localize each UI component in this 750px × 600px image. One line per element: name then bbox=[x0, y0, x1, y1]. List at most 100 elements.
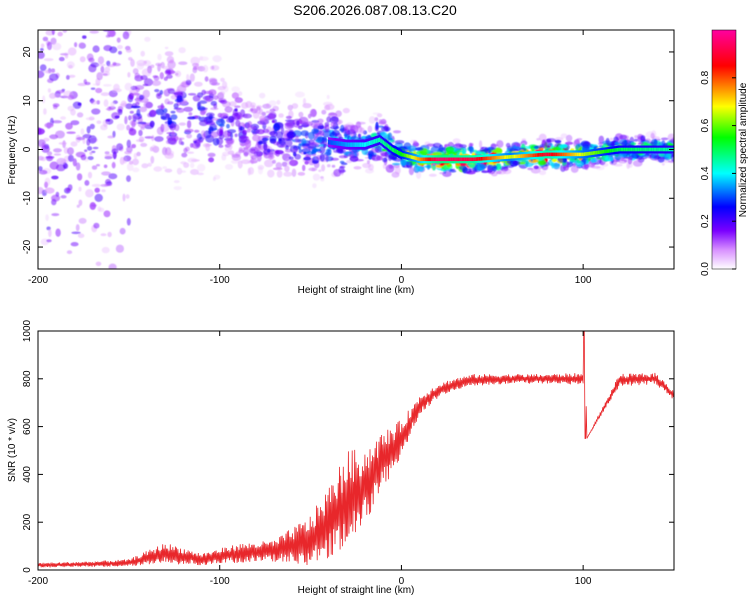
spectrogram-ridge-core bbox=[605, 149, 607, 154]
spectrogram-cell bbox=[560, 133, 568, 139]
spectrogram-cell bbox=[664, 152, 671, 159]
spectrogram-cell bbox=[49, 73, 59, 81]
snr-frame bbox=[37, 330, 675, 571]
spectrogram-ridge-core bbox=[639, 147, 642, 152]
spectrogram-cell bbox=[426, 149, 431, 154]
spectrogram-cell bbox=[78, 42, 86, 48]
spectrogram-cell bbox=[202, 65, 209, 73]
spectrogram-ridge-core bbox=[648, 147, 651, 152]
spectrogram-cell bbox=[46, 41, 53, 51]
spectrogram-cell bbox=[293, 151, 297, 157]
spectrogram-cell bbox=[187, 157, 198, 163]
figure-title: S206.2026.087.08.13.C20 bbox=[293, 2, 457, 18]
spectrogram-ridge-core bbox=[544, 152, 546, 157]
colorbar-tick-label: 0.2 bbox=[700, 214, 711, 228]
spectrogram-cell bbox=[372, 112, 380, 115]
spectrogram-cell bbox=[58, 142, 67, 145]
spectrogram-cell bbox=[262, 137, 269, 141]
spectrogram-ridge-core bbox=[421, 157, 423, 162]
spectrogram-cell bbox=[128, 57, 133, 61]
colorbar-tick-label: 0.0 bbox=[700, 262, 711, 276]
spectrogram-cell bbox=[163, 89, 171, 97]
spectrogram-cell bbox=[40, 156, 47, 162]
spectrogram-cell bbox=[319, 153, 325, 162]
spectrogram-cell bbox=[96, 63, 106, 67]
spectrogram-cell bbox=[108, 263, 117, 269]
spectrogram-cell bbox=[151, 144, 158, 152]
spectrogram-cell bbox=[48, 14, 58, 21]
spectrogram-ridge-core bbox=[552, 152, 554, 157]
spectrogram-cell bbox=[164, 152, 174, 159]
spectrogram-cell bbox=[103, 45, 113, 52]
spectrogram-cell bbox=[164, 51, 174, 57]
spectrogram-ridge-core bbox=[557, 152, 559, 157]
spectrogram-cell bbox=[164, 168, 173, 173]
spectrogram-cell bbox=[110, 101, 115, 108]
spectrogram-cell bbox=[108, 173, 118, 180]
spectrogram-ridge-core bbox=[549, 152, 552, 157]
spectrogram-ridge-core bbox=[473, 157, 475, 162]
spectrogram-cell bbox=[66, 0, 74, 7]
spectrogram-cell bbox=[312, 183, 317, 189]
spectrogram-cell bbox=[307, 131, 315, 140]
spectrogram-cell bbox=[92, 146, 99, 150]
spectrogram-cell bbox=[67, 47, 77, 56]
spectrogram-cell bbox=[190, 56, 200, 65]
spectrogram-cell bbox=[136, 151, 141, 157]
spectrogram-cell bbox=[138, 129, 143, 137]
spectrogram-cell bbox=[142, 89, 150, 98]
spectrogram-cell bbox=[125, 48, 132, 53]
spectrogram-cell bbox=[222, 81, 228, 89]
spectrogram-cell bbox=[394, 166, 401, 175]
spectrogram-cell bbox=[551, 160, 555, 169]
spectrogram-cell bbox=[231, 153, 241, 158]
spectrogram-cell bbox=[173, 186, 182, 191]
spectrogram-cell bbox=[442, 171, 452, 178]
spectrogram-cell bbox=[59, 53, 69, 56]
spectrogram-ridge-core bbox=[334, 140, 337, 146]
spectrogram-cell bbox=[58, 25, 66, 30]
spectrogram-cell bbox=[49, 92, 57, 99]
spectrogram-cell bbox=[533, 145, 544, 149]
spectrogram-cell bbox=[143, 101, 153, 109]
spectrogram-cell bbox=[213, 95, 219, 100]
spectrogram-cell bbox=[408, 167, 414, 176]
spectrogram-cell bbox=[190, 169, 199, 175]
spectrogram-ridge-core bbox=[443, 157, 446, 162]
spectrogram-ridge-core bbox=[455, 157, 457, 162]
spectrogram-x-tick-label: 100 bbox=[575, 275, 592, 286]
spectrogram-ridge-core bbox=[526, 153, 529, 158]
spectrogram-cell bbox=[44, 187, 55, 194]
spectrogram-ridge-core bbox=[409, 154, 412, 159]
spectrogram-cell bbox=[219, 113, 228, 117]
spectrogram-cell bbox=[619, 134, 628, 140]
spectrogram-cell bbox=[38, 128, 45, 135]
spectrogram-ridge-core bbox=[479, 157, 482, 161]
spectrogram-cell bbox=[375, 121, 379, 130]
spectrogram-ridge-core bbox=[520, 154, 522, 158]
spectrogram-cell bbox=[212, 55, 222, 63]
spectrogram-ridge-core bbox=[445, 157, 447, 162]
spectrogram-ridge-core bbox=[614, 148, 616, 152]
spectrogram-cell bbox=[239, 135, 249, 139]
spectrogram-cell bbox=[444, 143, 451, 148]
spectrogram-cell bbox=[627, 156, 633, 165]
spectrogram-cell bbox=[234, 105, 241, 108]
spectrogram-cell bbox=[170, 114, 178, 120]
spectrogram-cell bbox=[136, 59, 147, 67]
spectrogram-cell bbox=[115, 244, 124, 253]
spectrogram-cell bbox=[174, 72, 179, 76]
spectrogram-cell bbox=[226, 118, 234, 123]
spectrogram-cell bbox=[102, 73, 108, 76]
spectrogram-cell bbox=[78, 217, 87, 224]
spectrogram-cell bbox=[162, 65, 172, 70]
spectrogram-cell bbox=[117, 45, 123, 50]
spectrogram-cell bbox=[100, 233, 107, 237]
spectrogram-ridge-core bbox=[414, 156, 417, 160]
spectrogram-cell bbox=[657, 156, 665, 163]
spectrogram-cell bbox=[116, 4, 123, 10]
spectrogram-cell bbox=[96, 279, 105, 283]
spectrogram-cell bbox=[445, 146, 455, 153]
spectrogram-ridge-core bbox=[566, 152, 568, 157]
spectrogram-cell bbox=[51, 194, 61, 202]
